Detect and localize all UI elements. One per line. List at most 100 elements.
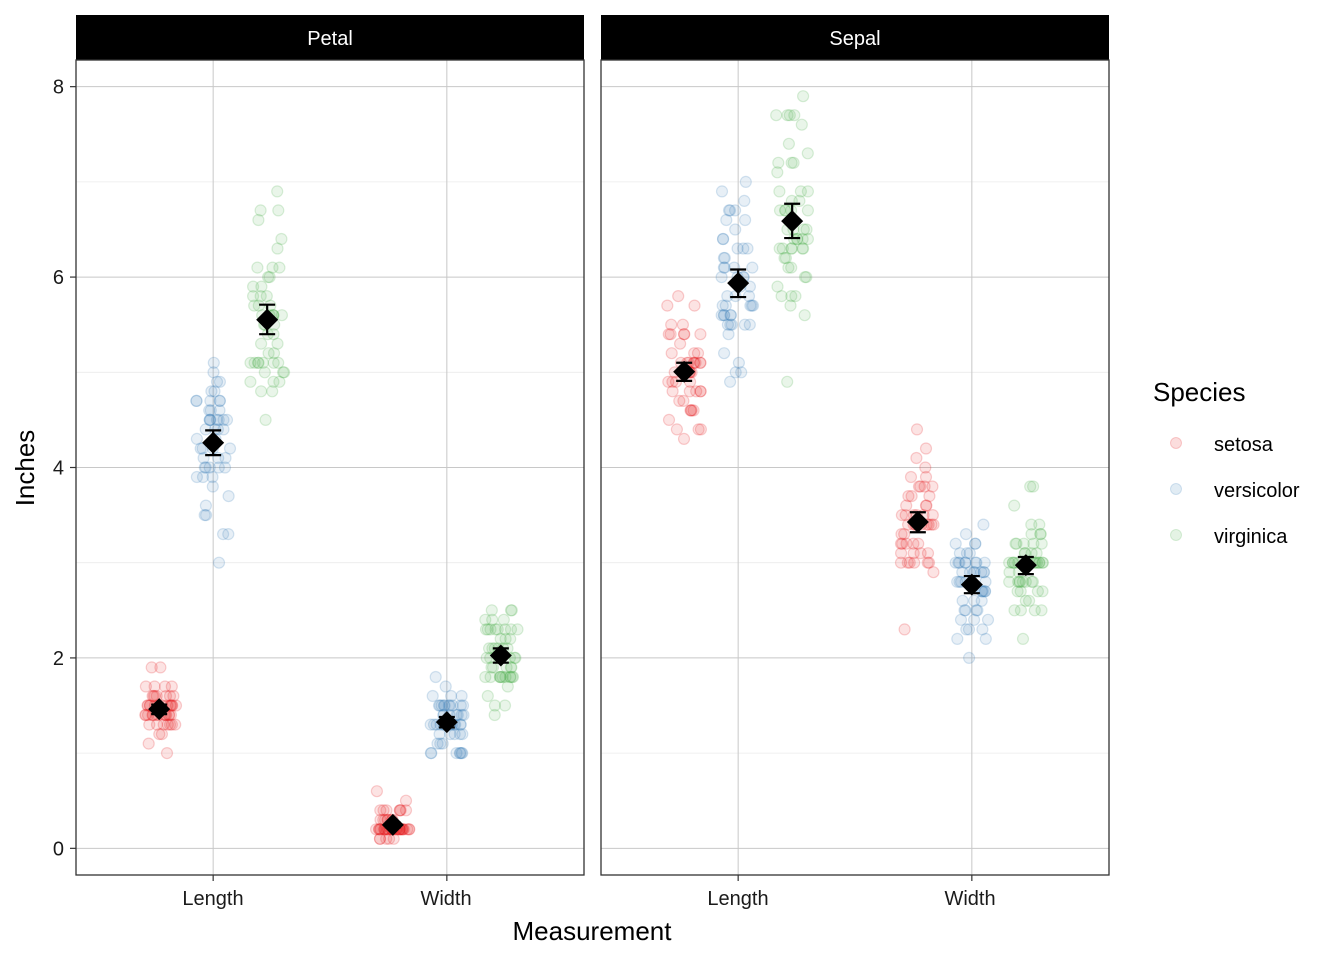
data-point-virginica xyxy=(1011,575,1025,588)
data-point-setosa xyxy=(677,432,691,445)
data-point-setosa xyxy=(662,413,676,426)
data-point-virginica xyxy=(504,604,518,617)
data-point-virginica xyxy=(272,356,285,369)
data-point-virginica xyxy=(773,204,787,217)
data-point-versicolor xyxy=(457,708,470,722)
data-point-virginica xyxy=(1035,604,1048,617)
x-tick-label: Length xyxy=(182,888,243,910)
data-point-virginica xyxy=(504,623,518,636)
data-point-versicolor xyxy=(204,394,217,407)
data-point-versicolor xyxy=(960,547,974,560)
data-point-virginica xyxy=(248,356,261,369)
data-point-versicolor xyxy=(737,242,750,255)
data-point-versicolor xyxy=(951,575,964,588)
data-point-versicolor xyxy=(723,375,737,388)
data-point-virginica xyxy=(773,185,786,198)
data-point-virginica xyxy=(260,290,273,303)
mean-marker-virginica xyxy=(256,308,279,331)
data-point-virginica xyxy=(251,261,264,274)
data-point-setosa xyxy=(153,727,166,741)
data-point-setosa xyxy=(169,718,182,731)
data-point-setosa xyxy=(912,480,926,493)
data-point-versicolor xyxy=(445,689,458,703)
data-point-setosa xyxy=(921,547,935,560)
data-point-virginica xyxy=(801,185,815,198)
data-point-virginica xyxy=(778,204,792,217)
data-point-versicolor xyxy=(456,699,470,712)
data-point-setosa xyxy=(908,556,921,569)
mean-marker-versicolor xyxy=(727,272,750,295)
data-point-virginica xyxy=(255,337,268,350)
data-point-versicolor xyxy=(717,347,731,360)
data-point-versicolor xyxy=(203,461,216,474)
data-point-virginica xyxy=(1025,575,1038,588)
data-point-virginica xyxy=(505,670,519,684)
data-point-setosa xyxy=(692,423,705,436)
data-point-versicolor xyxy=(958,604,971,617)
data-point-setosa xyxy=(160,746,174,760)
data-point-virginica xyxy=(788,109,801,122)
data-point-virginica xyxy=(1036,556,1049,569)
facet-petal: Petal Length Width xyxy=(75,15,585,910)
data-point-virginica xyxy=(1003,556,1016,569)
data-point-virginica xyxy=(1013,575,1027,588)
data-point-setosa xyxy=(145,661,158,674)
data-point-versicolor xyxy=(949,537,962,550)
data-point-virginica xyxy=(278,366,291,379)
data-point-setosa xyxy=(150,718,164,731)
data-point-setosa xyxy=(694,356,707,369)
data-point-setosa xyxy=(694,423,708,436)
data-point-versicolor xyxy=(718,261,731,274)
data-point-setosa xyxy=(898,527,911,541)
data-point-virginica xyxy=(491,623,504,636)
data-point-virginica xyxy=(782,261,795,274)
data-point-versicolor xyxy=(450,746,463,760)
data-point-versicolor xyxy=(217,413,230,426)
data-point-virginica xyxy=(1017,537,1030,550)
facet-sepal: Sepal Length Width xyxy=(600,15,1110,910)
data-point-setosa xyxy=(912,537,925,550)
data-point-setosa xyxy=(142,737,155,750)
data-point-versicolor xyxy=(976,623,989,636)
data-point-setosa xyxy=(914,547,927,560)
data-point-versicolor xyxy=(200,508,213,522)
data-point-virginica xyxy=(506,670,520,684)
data-point-virginica xyxy=(785,261,798,274)
data-point-setosa xyxy=(167,689,180,703)
data-point-virginica xyxy=(1025,527,1038,541)
data-point-setosa xyxy=(159,689,173,703)
data-point-setosa xyxy=(919,461,932,474)
data-point-setosa xyxy=(687,404,700,417)
data-point-versicolor xyxy=(977,585,990,598)
data-point-versicolor xyxy=(951,632,964,646)
data-point-versicolor xyxy=(203,413,216,426)
data-point-versicolor xyxy=(721,318,735,331)
data-point-virginica xyxy=(773,242,786,255)
data-point-versicolor xyxy=(219,451,232,465)
data-point-virginica xyxy=(1034,527,1047,541)
data-point-versicolor xyxy=(959,556,972,569)
data-point-virginica xyxy=(499,623,512,636)
x-ticks-petal: Length Width xyxy=(182,888,471,910)
data-point-versicolor xyxy=(212,413,225,426)
mean-marker-versicolor xyxy=(435,711,458,734)
data-point-virginica xyxy=(1028,604,1041,617)
data-point-setosa xyxy=(147,689,160,703)
data-point-virginica xyxy=(797,223,810,236)
data-point-versicolor xyxy=(210,375,224,388)
data-point-virginica xyxy=(801,147,814,160)
data-point-versicolor xyxy=(715,271,728,284)
data-point-setosa xyxy=(403,823,416,836)
data-point-virginica xyxy=(252,356,265,369)
data-point-versicolor xyxy=(212,556,226,569)
data-point-versicolor xyxy=(724,318,737,331)
data-point-virginica xyxy=(782,137,796,150)
data-point-versicolor xyxy=(453,727,467,741)
data-point-versicolor xyxy=(968,594,981,607)
data-point-virginica xyxy=(778,251,791,265)
data-point-virginica xyxy=(1009,537,1022,550)
data-point-versicolor xyxy=(717,261,731,274)
data-point-setosa xyxy=(148,680,161,693)
data-point-setosa xyxy=(895,508,909,522)
